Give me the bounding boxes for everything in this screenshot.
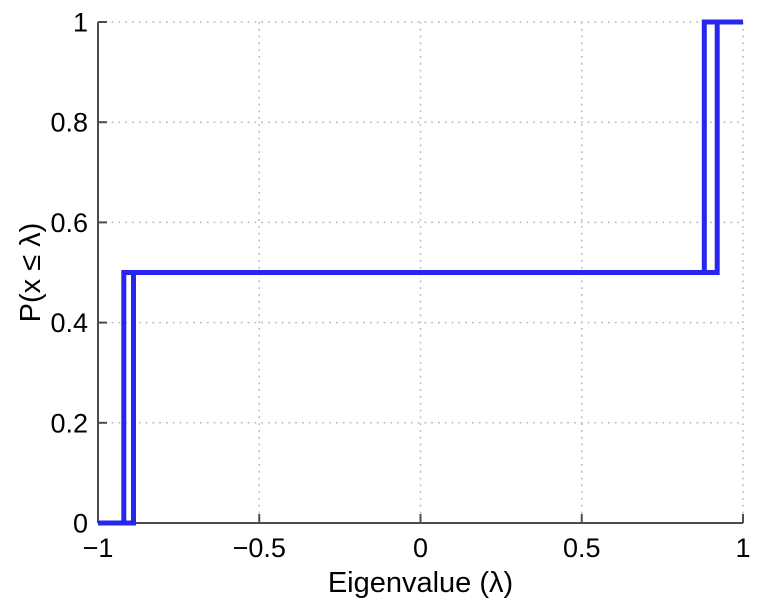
y-tick-label: 0.8 [50,108,88,138]
y-tick-label: 0.6 [50,208,88,238]
x-tick-label: −0.5 [233,533,286,563]
y-tick-label: 0.4 [50,308,88,338]
x-tick-label: 0 [413,533,428,563]
y-axis-label: P(x ≤ λ) [15,223,47,323]
x-tick-label: 1 [735,533,750,563]
y-tick-label: 1 [73,8,88,38]
y-tick-label: 0.2 [50,408,88,438]
x-axis-label: Eigenvalue (λ) [328,567,513,599]
y-tick-label: 0 [73,509,88,539]
eigenvalue-cdf-inner-curve [98,19,743,526]
x-tick-label: 0.5 [563,533,601,563]
x-tick-label: −1 [83,533,114,563]
